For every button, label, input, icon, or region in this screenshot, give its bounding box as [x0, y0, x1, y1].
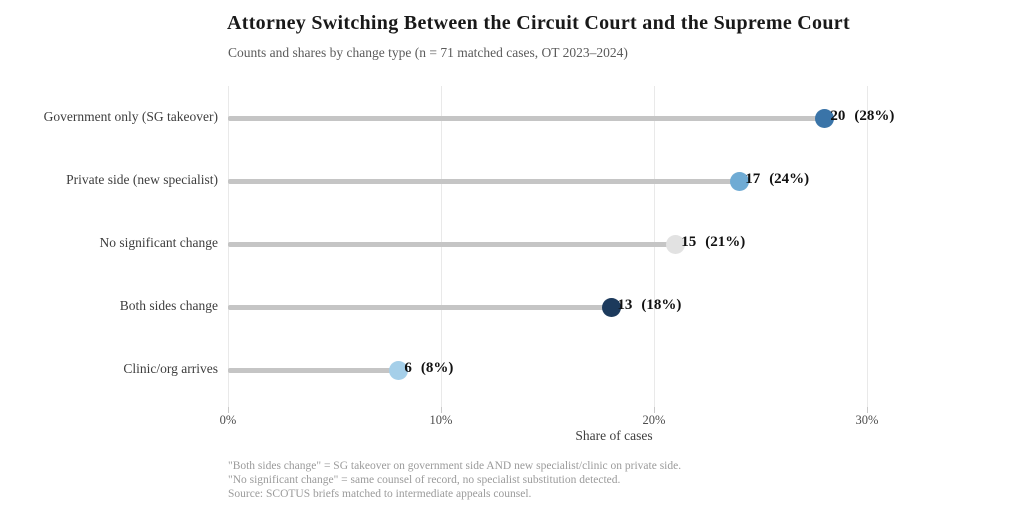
tick-mark-20% [654, 407, 655, 413]
tick-mark-30% [867, 407, 868, 413]
share-value: (24%) [769, 171, 810, 187]
lollipop-stem [228, 304, 612, 310]
value-label: 17 (24%) [745, 171, 809, 188]
value-label: 20 (28%) [830, 108, 894, 125]
lollipop-stem [228, 241, 676, 247]
data-point-dot [814, 108, 834, 128]
data-point-dot [601, 297, 621, 317]
lollipop-stem [228, 367, 399, 373]
data-point-dot [729, 171, 749, 191]
category-label: Private side (new specialist) [66, 172, 218, 187]
count-value: 20 [830, 108, 846, 124]
value-label: 6 (8%) [404, 360, 453, 377]
gridline-20% [654, 86, 655, 407]
count-value: 17 [745, 171, 761, 187]
x-axis-label: Share of cases [575, 428, 653, 443]
value-label: 15 (21%) [681, 234, 745, 251]
tick-mark-10% [441, 407, 442, 413]
tick-mark-0% [228, 407, 229, 413]
lollipop-stem [228, 178, 740, 184]
category-label: Clinic/org arrives [123, 361, 218, 376]
share-value: (8%) [420, 360, 454, 376]
share-value: (18%) [641, 297, 682, 313]
x-tick-label: 0% [219, 413, 237, 427]
footnote-line: Source: SCOTUS briefs matched to interme… [228, 488, 532, 500]
data-point-dot [665, 234, 685, 254]
x-tick-label: 30% [855, 413, 879, 427]
category-label: No significant change [99, 235, 218, 250]
category-label: Government only (SG takeover) [43, 109, 218, 124]
gridline-10% [441, 86, 442, 407]
chart-subtitle: Counts and shares by change type (n = 71… [228, 45, 628, 60]
share-value: (21%) [705, 234, 746, 250]
gridline-30% [867, 86, 868, 407]
data-point-dot [388, 360, 408, 380]
gridline-0% [228, 86, 229, 407]
chart-title: Attorney Switching Between the Circuit C… [227, 12, 850, 34]
share-value: (28%) [854, 108, 895, 124]
x-tick-label: 20% [642, 413, 666, 427]
count-value: 6 [404, 360, 412, 376]
category-label: Both sides change [119, 298, 218, 313]
value-label: 13 (18%) [617, 297, 681, 314]
footnote-line: "No significant change" = same counsel o… [228, 474, 621, 486]
x-tick-label: 10% [429, 413, 453, 427]
count-value: 13 [617, 297, 633, 313]
count-value: 15 [681, 234, 697, 250]
footnotes: "Both sides change" = SG takeover on gov… [228, 459, 681, 501]
lollipop-stem [228, 115, 825, 121]
footnote-line: "Both sides change" = SG takeover on gov… [228, 460, 682, 472]
